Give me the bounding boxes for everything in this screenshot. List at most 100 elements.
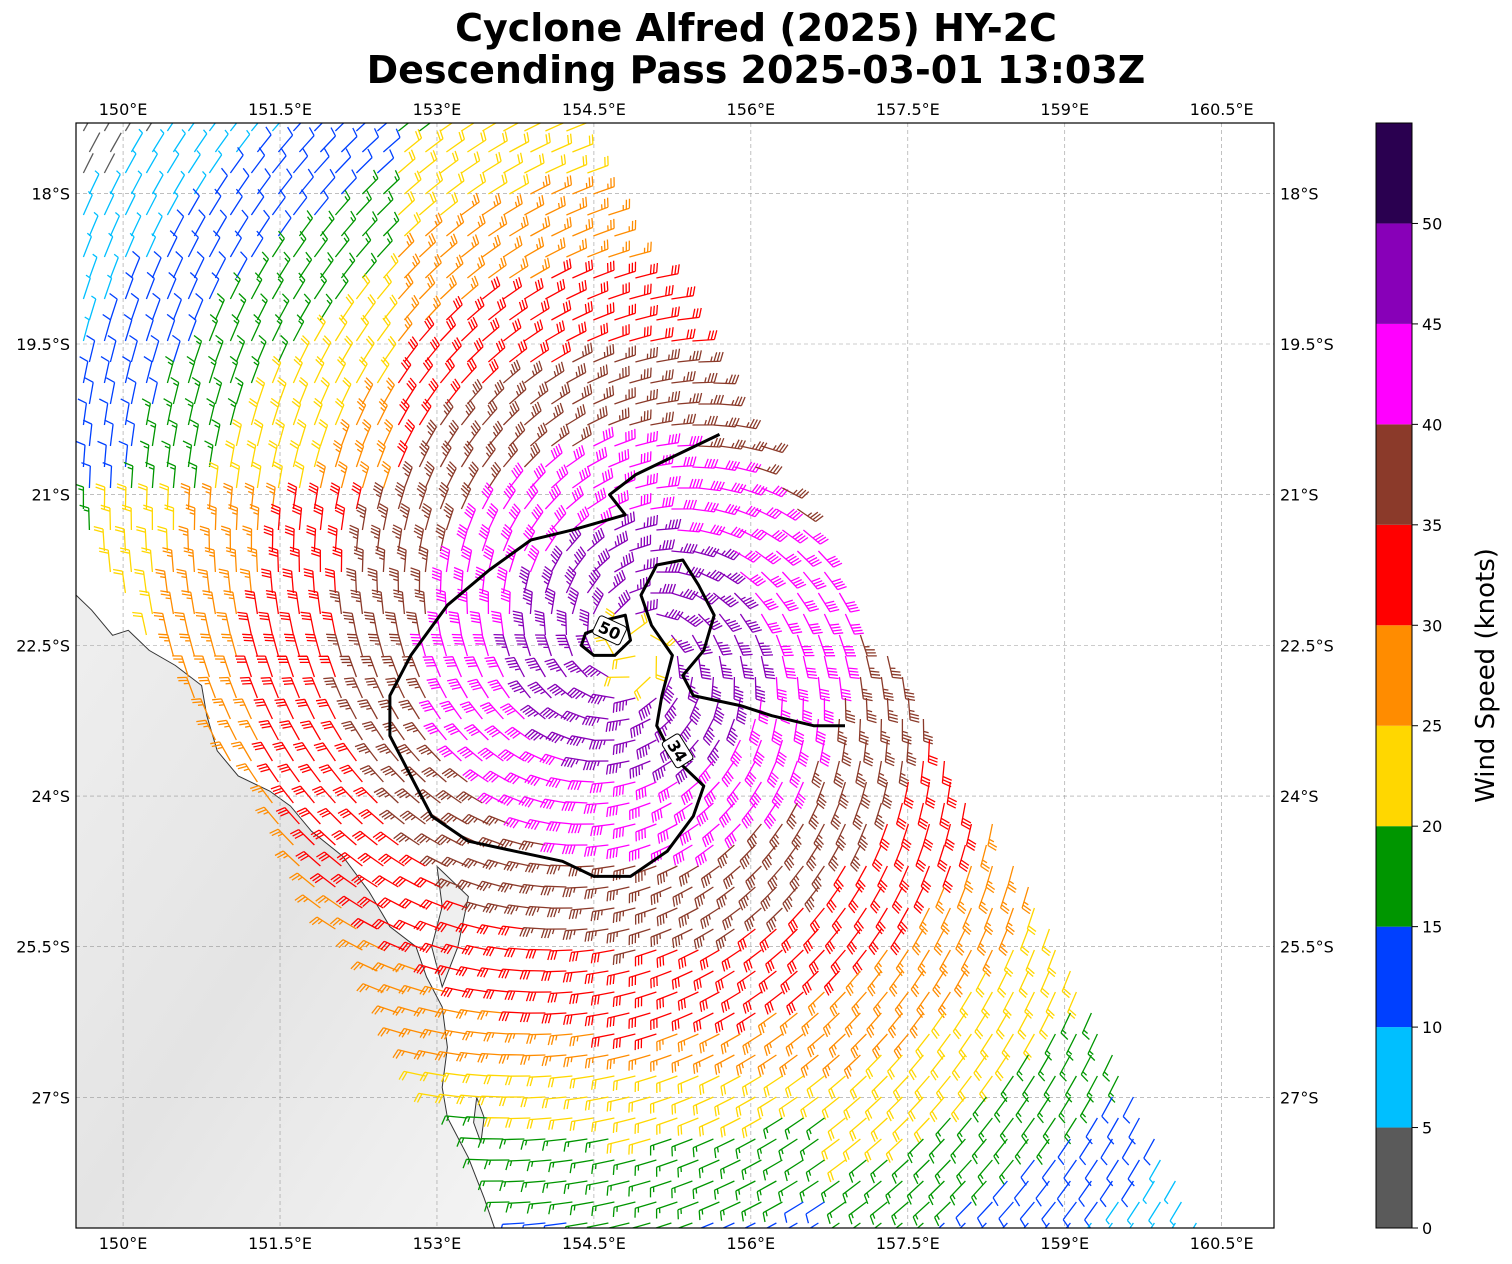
wind-barb (463, 656, 483, 678)
wind-barb (652, 760, 672, 783)
wind-barb (418, 545, 429, 573)
wind-barb (546, 864, 573, 875)
wind-barb (583, 802, 609, 814)
wind-barb (914, 1075, 930, 1102)
wind-barb (229, 355, 239, 384)
wind-barb (761, 485, 789, 498)
wind-barb (629, 325, 652, 342)
wind-barb (93, 525, 106, 552)
wind-barb (530, 132, 551, 153)
wind-barb (323, 677, 342, 699)
wind-barb (289, 439, 300, 468)
wind-barb (403, 128, 423, 153)
wind-barb (592, 548, 611, 573)
wind-barb (462, 1158, 489, 1169)
wind-barb (693, 928, 714, 950)
wind-barb (360, 655, 379, 678)
wind-barb (145, 461, 155, 489)
lat-tick-label-right: 21°S (1280, 486, 1319, 505)
lon-tick-label-top: 151.5°E (248, 100, 312, 119)
wind-barb (498, 1096, 525, 1107)
wind-barb (888, 970, 903, 997)
wind-barb (377, 699, 399, 720)
wind-barb (721, 949, 741, 972)
wind-barb (806, 1075, 825, 1099)
wind-barb (313, 148, 330, 174)
colorbar-tick-label: 50 (1422, 214, 1442, 233)
wind-barb (343, 677, 363, 699)
wind-barb (563, 660, 588, 678)
wind-barb (525, 948, 552, 959)
wind-barb (757, 1096, 777, 1118)
wind-barb (698, 760, 714, 787)
wind-barb (775, 739, 787, 768)
wind-barb (271, 230, 285, 258)
wind-barb (987, 823, 998, 851)
wind-barb (79, 356, 89, 384)
lat-tick-label-right: 18°S (1280, 184, 1319, 203)
wind-barb (256, 209, 271, 237)
wind-barb (699, 1222, 714, 1228)
wind-barb (397, 274, 414, 300)
wind-barb (739, 613, 762, 633)
wind-barbs (76, 123, 1197, 1228)
wind-barb (797, 508, 824, 523)
wind-barb (445, 337, 462, 363)
wind-barb (614, 219, 637, 237)
wind-barb (308, 589, 322, 615)
wind-barb (760, 613, 783, 634)
wind-barb (376, 439, 386, 468)
wind-barb (206, 504, 217, 531)
wind-barb (332, 786, 357, 804)
wind-barb (584, 1054, 609, 1069)
wind-barb (271, 314, 283, 342)
wind-barb (198, 676, 217, 699)
wind-barb (457, 746, 483, 762)
wind-barb (309, 916, 336, 930)
wind-barb (593, 385, 615, 405)
wind-barb (103, 191, 115, 216)
wind-barb (253, 698, 273, 720)
wind-barb (199, 525, 211, 552)
lon-tick-label-bottom: 160.5°E (1190, 1234, 1254, 1253)
wind-barb (424, 212, 443, 237)
wind-barb (851, 991, 867, 1017)
wind-barb (584, 970, 609, 985)
wind-barb (582, 760, 609, 771)
wind-barb (534, 610, 547, 636)
wind-barb (566, 154, 588, 174)
wind-barb (781, 655, 797, 680)
wind-barb (251, 461, 262, 489)
wind-barb (1038, 1012, 1050, 1040)
wind-barb (635, 865, 657, 884)
wind-barb (852, 949, 867, 976)
wind-barb (296, 807, 321, 825)
colorbar-tick-label: 20 (1422, 817, 1442, 836)
wind-barb (976, 1201, 993, 1227)
wind-barb (607, 569, 626, 594)
wind-barb (291, 785, 315, 804)
wind-barb (308, 482, 319, 510)
wind-barb (606, 1054, 630, 1070)
wind-barb (982, 949, 993, 977)
wind-barb (843, 1054, 861, 1079)
wind-barb (546, 683, 573, 699)
wind-barb (1024, 991, 1035, 1019)
wind-barb (671, 928, 693, 949)
wind-barb (1121, 1138, 1134, 1166)
wind-barb (898, 865, 910, 893)
wind-barb (863, 739, 874, 767)
wind-barb (612, 1159, 636, 1175)
wind-barb (208, 314, 219, 342)
wind-barb (313, 272, 328, 300)
wind-barb (838, 676, 852, 702)
wind-barb (806, 844, 819, 872)
wind-barb (677, 1033, 699, 1053)
wind-barb (235, 209, 249, 237)
wind-barb (371, 918, 399, 930)
wind-barb (421, 502, 432, 531)
colorbar-segment (1376, 524, 1412, 626)
wind-barb (756, 1138, 777, 1160)
wind-barb (545, 731, 573, 744)
wind-barb (186, 355, 196, 384)
